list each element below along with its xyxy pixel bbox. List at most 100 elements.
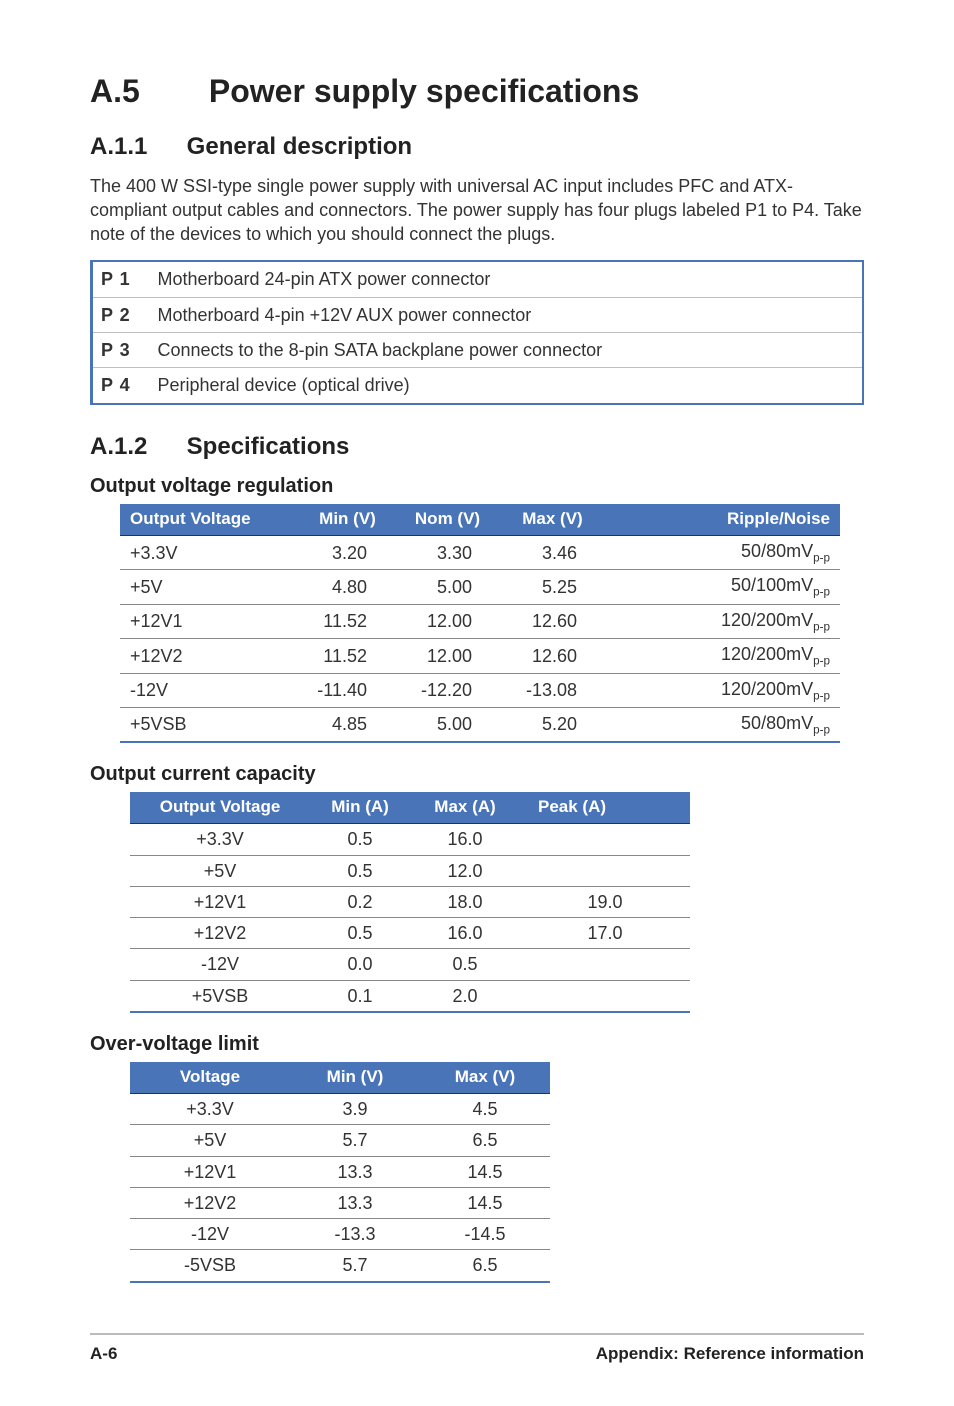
cell: 3.9 bbox=[290, 1093, 420, 1124]
cell: 13.3 bbox=[290, 1187, 420, 1218]
cell: 50/100mVp-p bbox=[605, 570, 840, 604]
cell: 11.52 bbox=[300, 639, 395, 673]
column-header: Nom (V) bbox=[395, 504, 500, 535]
subsection-title: Specifications bbox=[187, 433, 350, 460]
cell: 0.5 bbox=[310, 824, 410, 855]
plug-label: P 2 bbox=[92, 297, 150, 332]
cell: 5.7 bbox=[290, 1125, 420, 1156]
cell: 12.60 bbox=[500, 639, 605, 673]
table-title: Over-voltage limit bbox=[90, 1031, 864, 1058]
page-footer: A-6 Appendix: Reference information bbox=[90, 1333, 864, 1366]
cell: 5.00 bbox=[395, 707, 500, 742]
cell: -12V bbox=[130, 1219, 290, 1250]
table-row: +12V111.5212.0012.60120/200mVp-p bbox=[120, 604, 840, 638]
cell: 0.5 bbox=[310, 918, 410, 949]
plug-label: P 4 bbox=[92, 368, 150, 404]
cell: 16.0 bbox=[410, 824, 520, 855]
cell: 3.30 bbox=[395, 535, 500, 569]
column-header: Max (A) bbox=[410, 792, 520, 823]
cell: 3.46 bbox=[500, 535, 605, 569]
column-header: Min (A) bbox=[310, 792, 410, 823]
cell: +3.3V bbox=[120, 535, 300, 569]
table-row: P 4Peripheral device (optical drive) bbox=[92, 368, 864, 404]
subsection-heading: A.1.2 Specifications bbox=[90, 431, 864, 463]
section-number: A.5 bbox=[90, 70, 200, 113]
cell: +12V2 bbox=[130, 1187, 290, 1218]
cell: 0.5 bbox=[310, 855, 410, 886]
table-row: +12V211.5212.0012.60120/200mVp-p bbox=[120, 639, 840, 673]
page-number: A-6 bbox=[90, 1343, 117, 1366]
subsection-title: General description bbox=[187, 133, 412, 160]
cell: +12V1 bbox=[120, 604, 300, 638]
cell: 12.00 bbox=[395, 604, 500, 638]
cell: 5.20 bbox=[500, 707, 605, 742]
cell: 14.5 bbox=[420, 1156, 550, 1187]
table-row: +3.3V3.94.5 bbox=[130, 1093, 550, 1124]
plug-label: P 3 bbox=[92, 333, 150, 368]
cell: 3.20 bbox=[300, 535, 395, 569]
table-row: +12V113.314.5 bbox=[130, 1156, 550, 1187]
table-row: +3.3V3.203.303.4650/80mVp-p bbox=[120, 535, 840, 569]
cell: +5V bbox=[130, 1125, 290, 1156]
column-header: Min (V) bbox=[290, 1062, 420, 1093]
cell: -11.40 bbox=[300, 673, 395, 707]
cell: -13.3 bbox=[290, 1219, 420, 1250]
cell: +3.3V bbox=[130, 1093, 290, 1124]
column-header: Ripple/Noise bbox=[605, 504, 840, 535]
cell: +12V1 bbox=[130, 1156, 290, 1187]
cell: 4.80 bbox=[300, 570, 395, 604]
section-heading: A.5 Power supply specifications bbox=[90, 70, 864, 113]
cell: 12.60 bbox=[500, 604, 605, 638]
cell: 12.00 bbox=[395, 639, 500, 673]
plug-desc: Peripheral device (optical drive) bbox=[150, 368, 864, 404]
cell: 12.0 bbox=[410, 855, 520, 886]
over-voltage-limit-table: VoltageMin (V)Max (V)+3.3V3.94.5+5V5.76.… bbox=[130, 1062, 550, 1283]
cell: 5.00 bbox=[395, 570, 500, 604]
table-row: -12V0.00.5 bbox=[130, 949, 690, 980]
cell: 0.0 bbox=[310, 949, 410, 980]
subsection-number: A.1.2 bbox=[90, 431, 180, 463]
table-row: +12V10.218.019.0 bbox=[130, 886, 690, 917]
cell: +5VSB bbox=[130, 980, 310, 1012]
cell: +5VSB bbox=[120, 707, 300, 742]
column-header: Output Voltage bbox=[130, 792, 310, 823]
cell: 18.0 bbox=[410, 886, 520, 917]
cell: 6.5 bbox=[420, 1125, 550, 1156]
cell: 6.5 bbox=[420, 1250, 550, 1282]
cell: 5.25 bbox=[500, 570, 605, 604]
output-voltage-regulation-table: Output VoltageMin (V)Nom (V)Max (V)Rippl… bbox=[120, 504, 840, 743]
table-title: Output voltage regulation bbox=[90, 473, 864, 500]
table-row: +5V0.512.0 bbox=[130, 855, 690, 886]
table-row: -5VSB5.76.5 bbox=[130, 1250, 550, 1282]
cell: -12V bbox=[120, 673, 300, 707]
cell: 14.5 bbox=[420, 1187, 550, 1218]
column-header: Voltage bbox=[130, 1062, 290, 1093]
table-row: +3.3V0.516.0 bbox=[130, 824, 690, 855]
cell: 2.0 bbox=[410, 980, 520, 1012]
footer-label: Appendix: Reference information bbox=[596, 1343, 864, 1366]
cell: 0.5 bbox=[410, 949, 520, 980]
cell: +3.3V bbox=[130, 824, 310, 855]
cell: +5V bbox=[130, 855, 310, 886]
column-header: Max (V) bbox=[420, 1062, 550, 1093]
cell: +12V1 bbox=[130, 886, 310, 917]
table-row: -12V-13.3-14.5 bbox=[130, 1219, 550, 1250]
cell: 120/200mVp-p bbox=[605, 673, 840, 707]
cell: 13.3 bbox=[290, 1156, 420, 1187]
cell: -14.5 bbox=[420, 1219, 550, 1250]
cell: 4.5 bbox=[420, 1093, 550, 1124]
cell: 16.0 bbox=[410, 918, 520, 949]
plug-desc: Motherboard 24-pin ATX power connector bbox=[150, 261, 864, 297]
cell: -12V bbox=[130, 949, 310, 980]
table-row: P 2Motherboard 4-pin +12V AUX power conn… bbox=[92, 297, 864, 332]
table-title: Output current capacity bbox=[90, 761, 864, 788]
cell: 120/200mVp-p bbox=[605, 639, 840, 673]
column-header: Output Voltage bbox=[120, 504, 300, 535]
plug-desc: Connects to the 8-pin SATA backplane pow… bbox=[150, 333, 864, 368]
body-text: The 400 W SSI-type single power supply w… bbox=[90, 174, 864, 247]
column-header: Max (V) bbox=[500, 504, 605, 535]
plug-label: P 1 bbox=[92, 261, 150, 297]
cell: 50/80mVp-p bbox=[605, 535, 840, 569]
cell: 11.52 bbox=[300, 604, 395, 638]
subsection-number: A.1.1 bbox=[90, 131, 180, 163]
